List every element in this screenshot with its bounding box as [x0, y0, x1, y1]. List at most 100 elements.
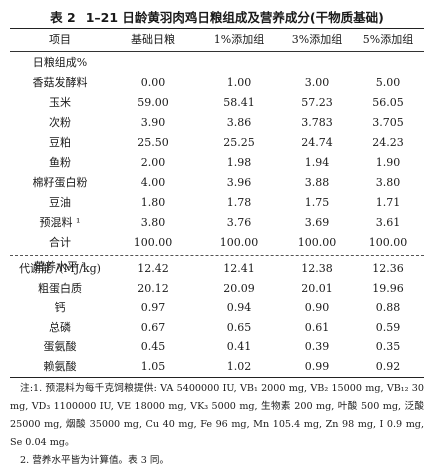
- row-value: 0.94: [226, 301, 252, 314]
- row-value: 57.23: [301, 96, 333, 109]
- row-value: 3.88: [304, 176, 330, 189]
- row-value: 3.783: [301, 116, 333, 129]
- row-label: 代谢能 /(MJ/kg): [19, 262, 101, 275]
- row-label: 豆粕: [49, 136, 71, 149]
- row-label: 钙: [54, 301, 66, 314]
- row-value: 5.00: [375, 76, 401, 89]
- header-1pct: 1%添加组: [213, 33, 265, 46]
- table-caption: 1–21 日龄黄羽肉鸡日粮组成及营养成分(干物质基础): [85, 10, 384, 25]
- row-value: 3.00: [304, 76, 330, 89]
- row-value: 3.69: [304, 216, 330, 229]
- row-value: 12.36: [372, 262, 404, 275]
- section-nutrients-label: 营养水平 ²: [34, 260, 86, 273]
- section-composition: 日粮组成%: [0, 53, 434, 73]
- row-value: 3.76: [226, 216, 252, 229]
- table-row: 钙 0.97 0.94 0.90 0.88: [0, 298, 434, 318]
- table-row: 香菇发酵料 0.00 1.00 3.00 5.00: [0, 73, 434, 93]
- row-value: 3.80: [140, 216, 166, 229]
- row-value: 0.90: [304, 301, 330, 314]
- row-value: 20.09: [223, 281, 255, 295]
- note-1: 注:1. 预混料为每千克饲粮提供: VA 5400000 IU, VB₁ 200…: [10, 383, 424, 448]
- row-value: 0.88: [375, 301, 401, 314]
- row-value: 100.00: [368, 236, 408, 249]
- table-row: 次粉 3.90 3.86 3.783 3.705: [0, 113, 434, 133]
- row-value: 58.41: [223, 96, 255, 109]
- row-label: 预混料 ¹: [39, 216, 81, 229]
- table-row: 蛋氨酸 0.45 0.41 0.39 0.35: [0, 337, 434, 357]
- header-basal: 基础日粮: [131, 33, 175, 46]
- section-divider: [10, 255, 424, 256]
- table-row: 鱼粉 2.00 1.98 1.94 1.90: [0, 153, 434, 173]
- row-value: 24.74: [301, 136, 333, 149]
- row-value: 0.39: [304, 340, 330, 353]
- row-value: 0.59: [375, 320, 401, 334]
- table-row: 粗蛋白质 20.12 20.09 20.01 19.96: [0, 279, 434, 299]
- row-value: 1.02: [226, 359, 252, 373]
- table-notes: 注:1. 预混料为每千克饲粮提供: VA 5400000 IU, VB₁ 200…: [10, 380, 424, 470]
- table-row: 棉籽蛋白粉 4.00 3.96 3.88 3.80: [0, 173, 434, 193]
- row-value: 0.61: [304, 320, 330, 334]
- row-value: 59.00: [137, 96, 169, 109]
- section-composition-label: 日粮组成%: [32, 56, 88, 69]
- row-value: 0.65: [226, 320, 252, 334]
- row-value: 56.05: [372, 96, 404, 109]
- section-nutrients: 营养水平 ²: [0, 257, 434, 277]
- table-title: 表 2 1–21 日龄黄羽肉鸡日粮组成及营养成分(干物质基础): [0, 7, 434, 26]
- row-label: 蛋氨酸: [43, 340, 77, 353]
- row-value: 0.00: [140, 76, 166, 89]
- table-row: 豆粕 25.50 25.25 24.74 24.23: [0, 133, 434, 153]
- row-value: 0.35: [375, 340, 401, 353]
- row-value: 24.23: [372, 136, 404, 149]
- row-value: 1.78: [226, 196, 252, 209]
- row-value: 100.00: [297, 236, 337, 249]
- header-item: 项目: [49, 33, 71, 46]
- table-number: 表 2: [50, 10, 76, 25]
- row-value: 3.705: [372, 116, 404, 129]
- row-value: 12.38: [301, 262, 333, 275]
- row-label: 赖氨酸: [43, 359, 77, 373]
- row-value: 0.45: [140, 340, 166, 353]
- row-label: 鱼粉: [49, 156, 71, 169]
- row-value: 25.25: [223, 136, 255, 149]
- row-label: 总磷: [49, 320, 71, 334]
- row-value: 0.99: [304, 359, 330, 373]
- row-value: 100.00: [219, 236, 259, 249]
- row-value: 1.75: [304, 196, 330, 209]
- row-value: 1.90: [375, 156, 401, 169]
- row-label: 合计: [49, 236, 71, 249]
- row-value: 0.97: [140, 301, 166, 314]
- table-row: 豆油 1.80 1.78 1.75 1.71: [0, 193, 434, 213]
- table-row: 预混料 ¹ 3.80 3.76 3.69 3.61: [0, 213, 434, 233]
- row-value: 19.96: [372, 281, 404, 295]
- row-value: 3.61: [375, 216, 401, 229]
- row-label: 香菇发酵料: [32, 76, 88, 89]
- row-value: 1.94: [304, 156, 330, 169]
- row-label: 豆油: [49, 196, 71, 209]
- row-label: 粗蛋白质: [38, 281, 82, 295]
- header-3pct: 3%添加组: [291, 33, 343, 46]
- row-label: 次粉: [49, 116, 71, 129]
- row-value: 25.50: [137, 136, 169, 149]
- row-value: 12.41: [223, 262, 255, 275]
- row-label: 玉米: [49, 96, 71, 109]
- row-value: 0.67: [140, 320, 166, 334]
- row-value: 3.80: [375, 176, 401, 189]
- table-row: 代谢能 /(MJ/kg) 12.42 12.41 12.38 12.36: [0, 259, 434, 279]
- row-value: 4.00: [140, 176, 166, 189]
- row-value: 1.05: [140, 359, 166, 373]
- row-value: 1.00: [226, 76, 252, 89]
- header-row: 项目 基础日粮 1%添加组 3%添加组 5%添加组: [0, 30, 434, 50]
- table-row: 赖氨酸 1.05 1.02 0.99 0.92: [0, 357, 434, 377]
- row-value: 0.41: [226, 340, 252, 353]
- row-value: 1.98: [226, 156, 252, 169]
- header-5pct: 5%添加组: [362, 33, 414, 46]
- row-value: 1.80: [140, 196, 166, 209]
- top-rule: [10, 28, 424, 29]
- bottom-rule: [10, 377, 424, 378]
- row-value: 3.86: [226, 116, 252, 129]
- table-row: 玉米 59.00 58.41 57.23 56.05: [0, 93, 434, 113]
- row-value: 3.90: [140, 116, 166, 129]
- note-2: 2. 营养水平皆为计算值。表 3 同。: [20, 455, 170, 466]
- row-value: 3.96: [226, 176, 252, 189]
- row-value: 20.01: [301, 281, 333, 295]
